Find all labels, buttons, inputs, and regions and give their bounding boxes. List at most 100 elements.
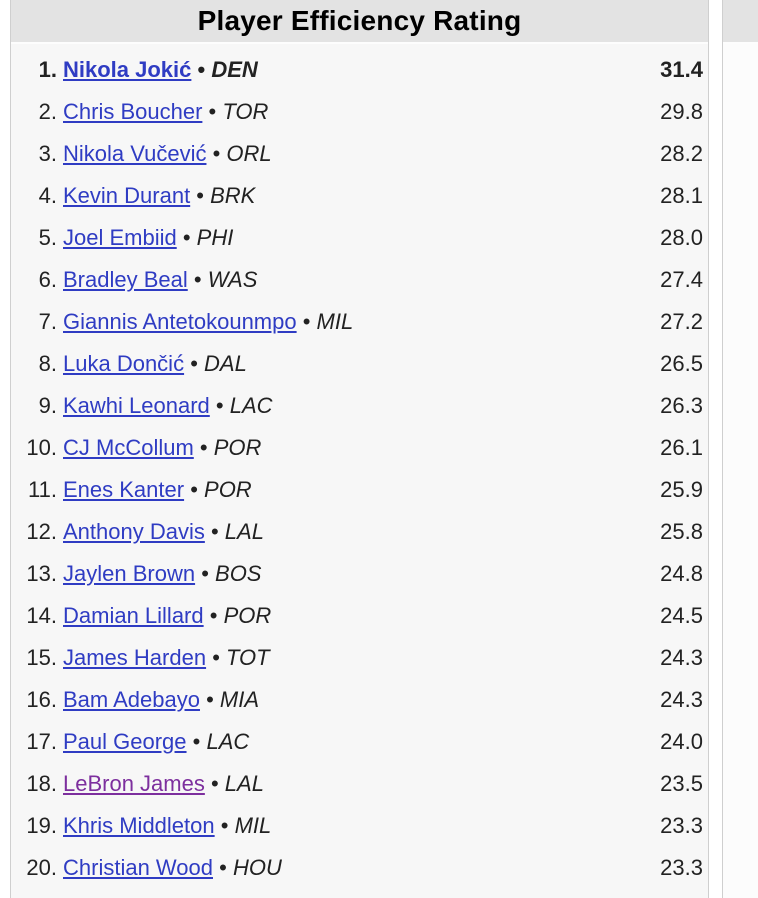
team-label: BOS	[215, 561, 262, 586]
bullet-separator: •	[193, 435, 214, 460]
rank-label: 14.	[26, 603, 57, 628]
team-label: TOR	[222, 99, 269, 124]
table-row: 6. Bradley Beal • WAS 27.4	[11, 259, 708, 301]
player-link[interactable]: Christian Wood	[63, 855, 213, 880]
team-label: LAC	[229, 393, 273, 418]
per-value: 28.2	[660, 141, 703, 166]
bullet-separator: •	[187, 267, 208, 292]
per-value: 29.8	[660, 99, 703, 124]
per-list: 1. Nikola Jokić • DEN 31.4 2. Chris Bouc…	[11, 44, 708, 889]
player-link[interactable]: Kevin Durant	[63, 183, 191, 208]
bullet-separator: •	[190, 183, 211, 208]
table-row: 4. Kevin Durant • BRK 28.1	[11, 175, 708, 217]
player-entry: James Harden • TOT	[63, 645, 270, 671]
bullet-separator: •	[213, 855, 233, 880]
player-entry: Chris Boucher • TOR	[63, 99, 268, 125]
bullet-separator: •	[202, 99, 223, 124]
team-label: DEN	[211, 57, 258, 82]
bullet-separator: •	[186, 729, 207, 754]
table-row: 7. Giannis Antetokounmpo • MIL 27.2	[11, 301, 708, 343]
team-label: TOT	[226, 645, 270, 670]
player-entry: Damian Lillard • POR	[63, 603, 271, 629]
team-label: MIL	[316, 309, 354, 334]
table-row: 14. Damian Lillard • POR 24.5	[11, 595, 708, 637]
team-label: POR	[213, 435, 262, 460]
player-entry: Giannis Antetokounmpo • MIL	[63, 309, 353, 335]
rank-label: 5.	[38, 225, 57, 250]
per-value: 23.5	[660, 771, 703, 796]
table-row: 11. Enes Kanter • POR 25.9	[11, 469, 708, 511]
player-link[interactable]: Kawhi Leonard	[63, 393, 210, 418]
player-link[interactable]: Bradley Beal	[63, 267, 188, 292]
per-value: 26.3	[660, 393, 703, 418]
rank-label: 4.	[38, 183, 57, 208]
player-link[interactable]: Giannis Antetokounmpo	[63, 309, 297, 334]
per-value: 26.5	[660, 351, 703, 376]
team-label: HOU	[232, 855, 282, 880]
player-entry: Nikola Vučević • ORL	[63, 141, 272, 167]
player-link[interactable]: Bam Adebayo	[63, 687, 200, 712]
player-link[interactable]: Nikola Jokić	[63, 57, 192, 82]
table-row: 13. Jaylen Brown • BOS 24.8	[11, 553, 708, 595]
per-value: 24.3	[660, 687, 703, 712]
player-link[interactable]: Chris Boucher	[63, 99, 203, 124]
player-entry: Nikola Jokić • DEN	[63, 57, 258, 83]
table-row: 2. Chris Boucher • TOR 29.8	[11, 91, 708, 133]
bullet-separator: •	[296, 309, 317, 334]
per-value: 24.0	[660, 729, 703, 754]
per-leaderboard-panel: Player Efficiency Rating 1. Nikola Jokić…	[10, 0, 709, 898]
player-entry: Bam Adebayo • MIA	[63, 687, 259, 713]
per-value: 28.0	[660, 225, 703, 250]
table-row: 10. CJ McCollum • POR 26.1	[11, 427, 708, 469]
bullet-separator: •	[204, 519, 225, 544]
per-value: 31.4	[660, 57, 703, 82]
rank-label: 2.	[38, 99, 57, 124]
player-entry: Kevin Durant • BRK	[63, 183, 255, 209]
bullet-separator: •	[184, 477, 205, 502]
player-link[interactable]: CJ McCollum	[63, 435, 194, 460]
team-label: PHI	[196, 225, 234, 250]
player-entry: Paul George • LAC	[63, 729, 249, 755]
player-link[interactable]: Joel Embiid	[63, 225, 177, 250]
rank-label: 15.	[26, 645, 57, 670]
rank-label: 19.	[26, 813, 57, 838]
bullet-separator: •	[203, 603, 224, 628]
table-row: 20. Christian Wood • HOU 23.3	[11, 847, 708, 889]
per-value: 28.1	[660, 183, 703, 208]
player-link[interactable]: Anthony Davis	[63, 519, 205, 544]
team-label: ORL	[226, 141, 272, 166]
team-label: BRK	[210, 183, 256, 208]
player-link[interactable]: LeBron James	[63, 771, 205, 796]
player-link[interactable]: Luka Dončić	[63, 351, 185, 376]
table-row: 12. Anthony Davis • LAL 25.8	[11, 511, 708, 553]
player-link[interactable]: Enes Kanter	[63, 477, 185, 502]
leaderboard-header: Player Efficiency Rating	[11, 0, 708, 44]
rank-label: 13.	[26, 561, 57, 586]
adjacent-panel-header	[723, 0, 758, 44]
player-entry: Khris Middleton • MIL	[63, 813, 271, 839]
player-link[interactable]: Jaylen Brown	[63, 561, 196, 586]
bullet-separator: •	[199, 687, 220, 712]
rank-label: 18.	[26, 771, 57, 796]
rank-label: 3.	[38, 141, 57, 166]
player-link[interactable]: Khris Middleton	[63, 813, 215, 838]
table-row: 18. LeBron James • LAL 23.5	[11, 763, 708, 805]
bullet-separator: •	[176, 225, 197, 250]
per-value: 23.3	[660, 813, 703, 838]
team-label: DAL	[204, 351, 247, 376]
team-label: LAC	[206, 729, 250, 754]
player-link[interactable]: James Harden	[63, 645, 207, 670]
player-link[interactable]: Paul George	[63, 729, 187, 754]
player-entry: Enes Kanter • POR	[63, 477, 252, 503]
table-row: 8. Luka Dončić • DAL 26.5	[11, 343, 708, 385]
table-row: 1. Nikola Jokić • DEN 31.4	[11, 49, 708, 91]
team-label: MIL	[234, 813, 272, 838]
player-entry: Anthony Davis • LAL	[63, 519, 264, 545]
player-link[interactable]: Nikola Vučević	[63, 141, 207, 166]
player-link[interactable]: Damian Lillard	[63, 603, 204, 628]
team-label: MIA	[219, 687, 260, 712]
table-row: 5. Joel Embiid • PHI 28.0	[11, 217, 708, 259]
bullet-separator: •	[214, 813, 235, 838]
bullet-separator: •	[195, 561, 216, 586]
